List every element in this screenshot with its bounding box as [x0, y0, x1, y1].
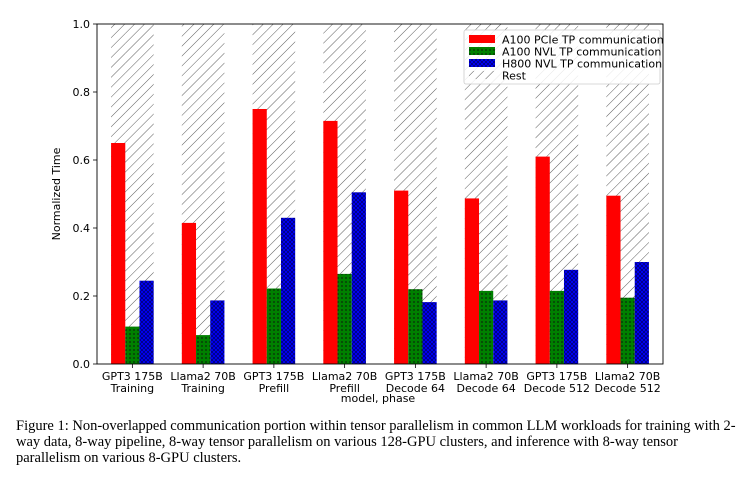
legend-label: H800 NVL TP communication — [502, 58, 662, 71]
bar-rest — [266, 24, 281, 364]
legend-box — [463, 29, 661, 85]
legend-label: A100 PCIe TP communication — [502, 34, 664, 47]
bar-a100-pcie-tp-communication — [323, 120, 338, 365]
bar-rest — [125, 24, 140, 364]
x-tick-label: Decode 64 — [456, 382, 515, 395]
bar-a100-pcie-tp-communication — [464, 198, 480, 364]
bar-a100-nvl-tp-communication — [549, 290, 564, 364]
bar-rest — [493, 24, 508, 364]
y-axis-label: Normalized Time — [50, 147, 63, 240]
bar-h800-nvl-tp-communication — [280, 217, 296, 364]
figure-caption: Figure 1: Non-overlapped communication p… — [16, 418, 736, 466]
bar-h800-nvl-tp-communication — [493, 300, 508, 364]
bar-rest — [620, 24, 635, 364]
x-tick-label: GPT3 175B — [243, 370, 304, 383]
bar-a100-pcie-tp-communication — [394, 190, 409, 364]
bar-h800-nvl-tp-communication — [210, 300, 225, 364]
bar-h800-nvl-tp-communication — [422, 302, 437, 364]
bar-a100-pcie-tp-communication — [252, 109, 267, 364]
bar-h800-nvl-tp-communication — [563, 269, 579, 364]
x-tick-label: Decode 64 — [386, 382, 445, 395]
y-tick-label: 1.0 — [73, 18, 91, 31]
x-tick-label: Decode 512 — [524, 382, 590, 395]
bar-a100-nvl-tp-communication — [196, 335, 211, 364]
bar-rest — [422, 24, 437, 364]
legend-swatch — [469, 35, 495, 43]
plot-frame — [96, 23, 664, 365]
bar-a100-nvl-tp-communication — [408, 289, 423, 364]
bar-a100-nvl-tp-communication — [337, 273, 352, 364]
x-tick-label: Decode 512 — [594, 382, 660, 395]
legend-label: Rest — [502, 70, 527, 83]
bar-rest — [139, 24, 154, 364]
bar-rest — [196, 24, 211, 364]
x-tick-label: GPT3 175B — [102, 370, 163, 383]
x-tick-label: GPT3 175B — [526, 370, 587, 383]
bar-h800-nvl-tp-communication — [351, 192, 366, 364]
x-tick-label: Prefill — [259, 382, 290, 395]
x-tick-label: Llama2 70B — [453, 370, 518, 383]
x-tick-label: GPT3 175B — [385, 370, 446, 383]
bar-a100-nvl-tp-communication — [620, 297, 635, 364]
bar-a100-pcie-tp-communication — [606, 195, 621, 364]
bar-a100-nvl-tp-communication — [125, 326, 140, 364]
bar-a100-pcie-tp-communication — [111, 143, 126, 364]
bar-a100-nvl-tp-communication — [479, 290, 494, 364]
legend-swatch — [469, 59, 495, 67]
x-tick-label: Prefill — [329, 382, 360, 395]
bar-rest — [549, 24, 564, 364]
x-tick-label: Training — [180, 382, 224, 395]
legend-label: A100 NVL TP communication — [502, 46, 661, 59]
x-tick-label: Llama2 70B — [312, 370, 377, 383]
y-tick-label: 0.0 — [73, 358, 91, 371]
x-axis-label: model, phase — [341, 392, 416, 405]
bar-a100-pcie-tp-communication — [181, 222, 197, 364]
x-tick-label: Training — [110, 382, 154, 395]
bar-rest — [408, 24, 423, 364]
x-tick-label: Llama2 70B — [595, 370, 660, 383]
bar-a100-nvl-tp-communication — [266, 288, 281, 364]
legend-swatch — [469, 47, 495, 55]
bar-rest — [479, 24, 494, 364]
y-tick-label: 0.6 — [73, 154, 91, 167]
y-tick-label: 0.8 — [73, 86, 91, 99]
y-tick-label: 0.2 — [73, 290, 91, 303]
bar-h800-nvl-tp-communication — [634, 262, 649, 364]
x-tick-label: Llama2 70B — [170, 370, 235, 383]
bar-rest — [210, 24, 225, 364]
bar-h800-nvl-tp-communication — [139, 280, 154, 364]
y-tick-label: 0.4 — [73, 222, 91, 235]
bar-a100-pcie-tp-communication — [535, 156, 550, 364]
legend-swatch — [469, 71, 495, 79]
